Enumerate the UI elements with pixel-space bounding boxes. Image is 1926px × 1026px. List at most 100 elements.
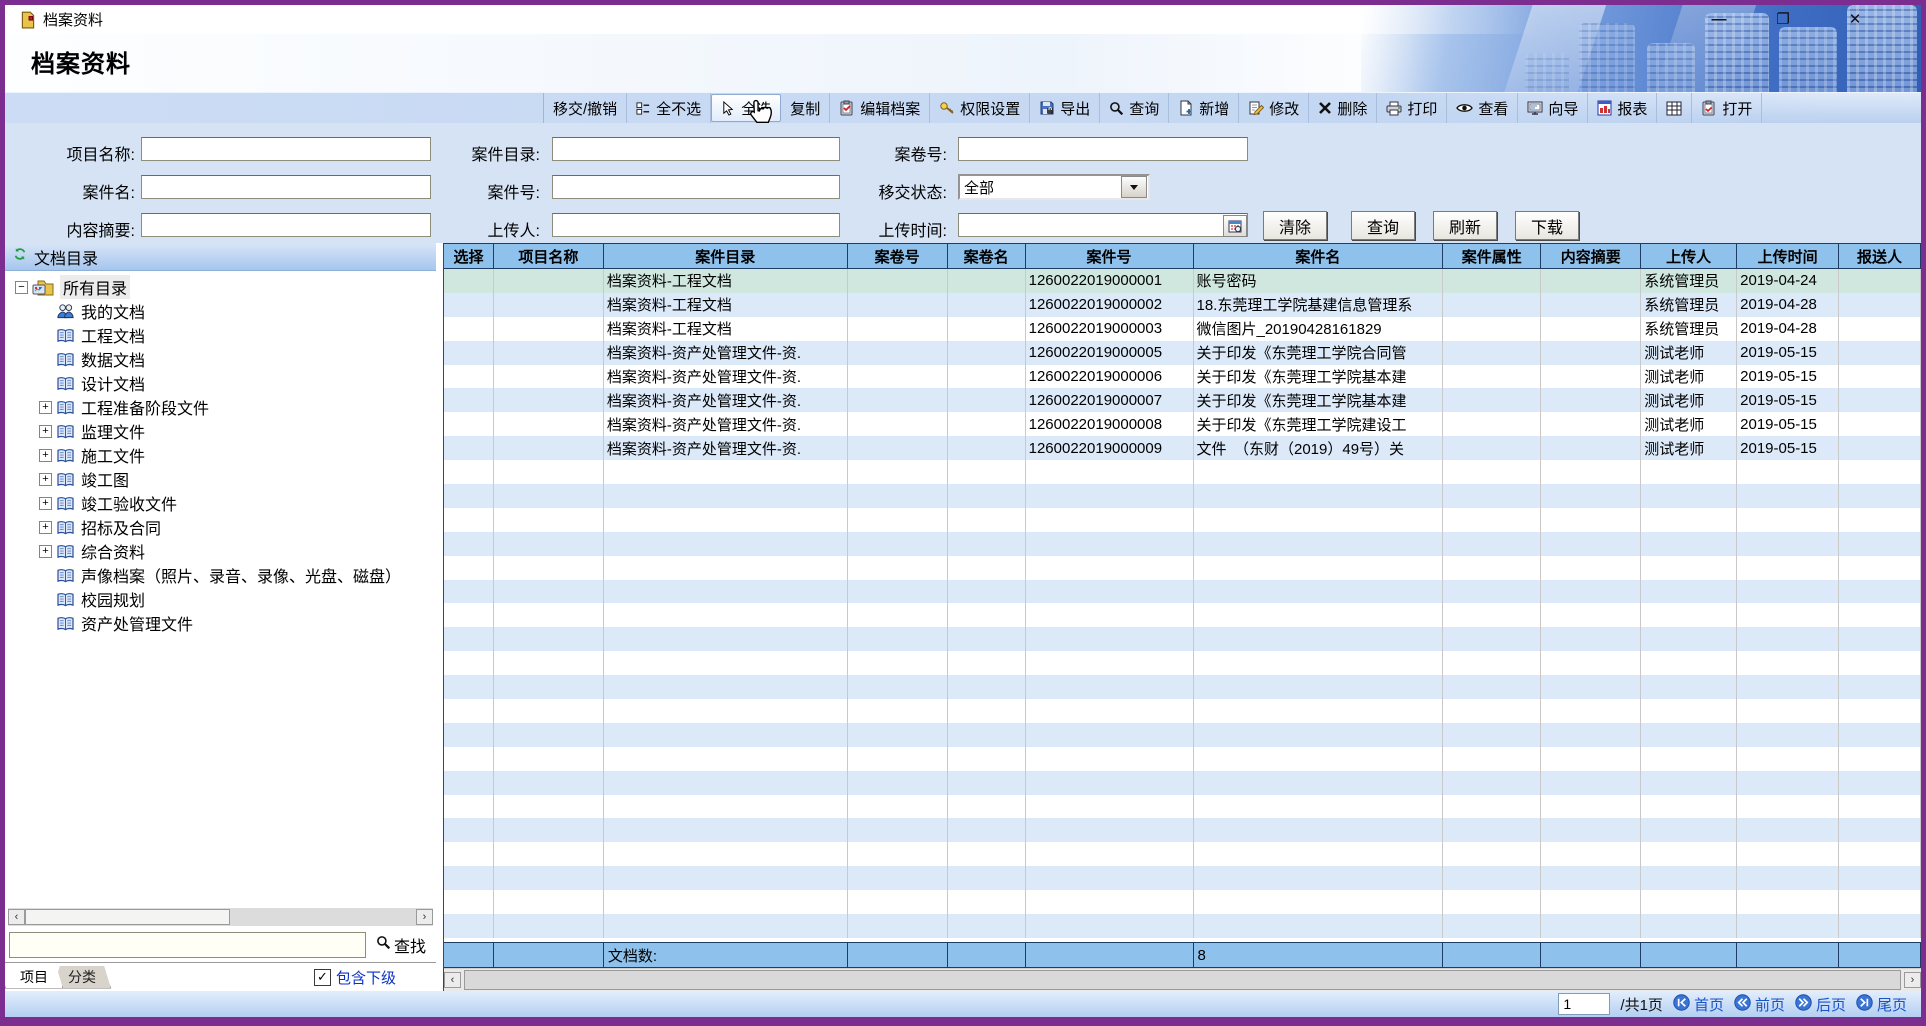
cell-上传人[interactable]: 系统管理员	[1641, 316, 1738, 341]
project-name-input[interactable]	[141, 137, 431, 161]
toolbar-button-移交/撤销[interactable]: 移交/撤销	[544, 93, 628, 123]
scroll-left-icon[interactable]: ‹	[8, 909, 25, 925]
tree-item[interactable]: 声像档案（照片、录音、录像、光盘、磁盘）	[5, 563, 436, 587]
cell-上传人[interactable]: 系统管理员	[1641, 292, 1738, 317]
tree-scroll-thumb[interactable]	[25, 909, 230, 925]
table-row[interactable]: 档案资料-资产处管理文件-资. 1260022019000006 关于印发《东莞理工…	[444, 364, 1921, 389]
cell-项目名称[interactable]	[494, 316, 604, 341]
cell-案件号[interactable]: 1260022019000005	[1026, 340, 1194, 365]
cell-选择[interactable]	[444, 388, 494, 413]
cell-案件属性[interactable]	[1443, 316, 1542, 341]
cell-案卷号[interactable]	[848, 340, 948, 365]
toolbar-button-新增[interactable]: 新增	[1169, 93, 1240, 123]
cell-项目名称[interactable]	[494, 292, 604, 317]
toolbar-button-查询[interactable]: 查询	[1100, 93, 1170, 123]
column-header-案卷名[interactable]: 案卷名	[947, 243, 1026, 269]
cell-上传时间[interactable]: 2019-04-24	[1737, 269, 1840, 293]
cell-案件目录[interactable]: 档案资料-资产处管理文件-资.	[604, 388, 848, 413]
cell-上传时间[interactable]: 2019-04-28	[1737, 292, 1840, 317]
cell-案卷名[interactable]	[948, 364, 1026, 389]
cell-案卷名[interactable]	[948, 436, 1026, 461]
cell-报送人[interactable]	[1839, 436, 1921, 461]
cell-案件号[interactable]: 1260022019000003	[1026, 316, 1194, 341]
cell-案卷名[interactable]	[948, 316, 1026, 341]
cell-案件属性[interactable]	[1443, 364, 1542, 389]
expand-box-icon[interactable]: +	[39, 448, 52, 462]
cell-案件属性[interactable]	[1443, 388, 1542, 413]
column-header-上传时间[interactable]: 上传时间	[1737, 243, 1840, 269]
cell-案件号[interactable]: 1260022019000008	[1026, 412, 1194, 437]
cell-案卷名[interactable]	[948, 340, 1026, 365]
toolbar-button-删除[interactable]: 删除	[1309, 93, 1378, 123]
table-row[interactable]: 档案资料-工程文档 1260022019000003 微信图片_2019042816…	[444, 316, 1921, 341]
cell-项目名称[interactable]	[494, 340, 604, 365]
cell-项目名称[interactable]	[494, 436, 604, 461]
prev-page-button[interactable]: 前页	[1734, 993, 1785, 1015]
tree-item[interactable]: 校园规划	[5, 587, 436, 611]
expand-box-icon[interactable]: +	[39, 520, 52, 534]
toolbar-button-修改[interactable]: 修改	[1239, 93, 1310, 123]
scroll-right-icon[interactable]: ›	[416, 909, 433, 925]
transfer-status-select[interactable]: 全部	[958, 174, 1150, 200]
cell-案件属性[interactable]	[1443, 436, 1542, 461]
cell-案件号[interactable]: 1260022019000001	[1026, 269, 1194, 293]
cell-上传人[interactable]: 测试老师	[1641, 340, 1738, 365]
column-header-案卷号[interactable]: 案卷号	[847, 243, 948, 269]
upload-time-input[interactable]	[958, 213, 1248, 237]
cell-案件名[interactable]: 关于印发《东莞理工学院合同管	[1194, 340, 1444, 365]
column-header-项目名称[interactable]: 项目名称	[493, 243, 604, 269]
tree-horizontal-scrollbar[interactable]: ‹ ›	[8, 908, 433, 926]
minimize-button[interactable]: —	[1711, 10, 1727, 28]
grid-scroll-right-icon[interactable]: ›	[1904, 972, 1921, 988]
cell-上传时间[interactable]: 2019-05-15	[1737, 364, 1840, 389]
cell-案件名[interactable]: 微信图片_20190428161829	[1194, 316, 1444, 341]
cell-选择[interactable]	[444, 436, 494, 461]
tree-item[interactable]: 设计文档	[5, 371, 436, 395]
toolbar-button-打印[interactable]: 打印	[1377, 93, 1448, 123]
calendar-icon[interactable]	[1223, 215, 1247, 237]
case-name-input[interactable]	[141, 175, 431, 199]
cell-内容摘要[interactable]	[1541, 388, 1642, 413]
cell-报送人[interactable]	[1839, 364, 1921, 389]
tree-item[interactable]: + 综合资料	[5, 539, 436, 563]
cell-案卷名[interactable]	[948, 269, 1026, 293]
cell-内容摘要[interactable]	[1541, 292, 1642, 317]
tree-item[interactable]: 数据文档	[5, 347, 436, 371]
tree-item[interactable]: 资产处管理文件	[5, 611, 436, 635]
table-row[interactable]: 档案资料-工程文档 1260022019000002 18.东莞理工学院基建信息管理…	[444, 292, 1921, 317]
cell-案件目录[interactable]: 档案资料-资产处管理文件-资.	[604, 340, 848, 365]
grid-horizontal-scrollbar[interactable]: ‹ ›	[444, 968, 1921, 991]
cell-案件目录[interactable]: 档案资料-工程文档	[604, 316, 848, 341]
cell-案卷号[interactable]	[848, 412, 948, 437]
cell-案卷名[interactable]	[948, 292, 1026, 317]
tree-item[interactable]: + 竣工验收文件	[5, 491, 436, 515]
cell-案件目录[interactable]: 档案资料-工程文档	[604, 292, 848, 317]
cell-案件号[interactable]: 1260022019000002	[1026, 292, 1194, 317]
last-page-button[interactable]: 尾页	[1856, 993, 1907, 1015]
cell-案件目录[interactable]: 档案资料-资产处管理文件-资.	[604, 412, 848, 437]
cell-上传时间[interactable]: 2019-05-15	[1737, 388, 1840, 413]
toolbar-button-导出[interactable]: 导出	[1030, 93, 1101, 123]
cell-选择[interactable]	[444, 269, 494, 293]
case-catalog-input[interactable]	[552, 137, 840, 161]
cell-案卷名[interactable]	[948, 388, 1026, 413]
toolbar-button-全选[interactable]: 全选	[711, 94, 782, 122]
toolbar-button-报表[interactable]: 报表	[1588, 93, 1658, 123]
cell-上传时间[interactable]: 2019-05-15	[1737, 412, 1840, 437]
column-header-案件目录[interactable]: 案件目录	[603, 243, 848, 269]
tree-root-label[interactable]: 所有目录	[60, 275, 131, 299]
cell-案卷号[interactable]	[848, 316, 948, 341]
cell-案件属性[interactable]	[1443, 412, 1542, 437]
cell-选择[interactable]	[444, 292, 494, 317]
cell-上传人[interactable]: 测试老师	[1641, 436, 1738, 461]
query-button[interactable]: 查询	[1351, 211, 1415, 240]
expand-box-icon[interactable]: +	[39, 400, 52, 414]
cell-案件目录[interactable]: 档案资料-工程文档	[604, 269, 848, 293]
cell-上传时间[interactable]: 2019-05-15	[1737, 436, 1840, 461]
column-header-案件号[interactable]: 案件号	[1025, 243, 1194, 269]
toolbar-button-复制[interactable]: 复制	[781, 93, 831, 123]
cell-案卷号[interactable]	[848, 269, 948, 293]
expand-box-icon[interactable]: +	[39, 424, 52, 438]
tree-item[interactable]: 我的文档	[5, 299, 436, 323]
refresh-icon[interactable]	[13, 247, 27, 266]
